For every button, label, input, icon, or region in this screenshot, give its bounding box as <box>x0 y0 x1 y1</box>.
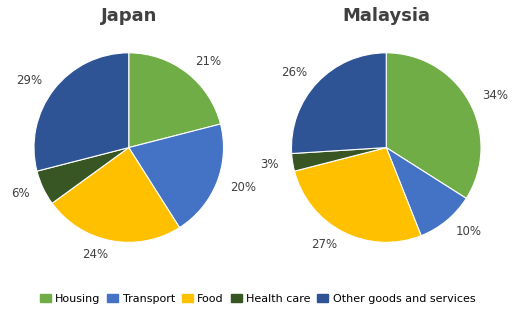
Wedge shape <box>386 148 466 236</box>
Title: Malaysia: Malaysia <box>342 7 430 25</box>
Text: 26%: 26% <box>281 67 307 79</box>
Text: 21%: 21% <box>196 55 221 68</box>
Text: 34%: 34% <box>482 89 508 102</box>
Wedge shape <box>34 53 129 171</box>
Wedge shape <box>291 148 386 171</box>
Wedge shape <box>295 148 421 242</box>
Legend: Housing, Transport, Food, Health care, Other goods and services: Housing, Transport, Food, Health care, O… <box>35 290 480 308</box>
Wedge shape <box>129 124 224 228</box>
Wedge shape <box>129 53 220 148</box>
Text: 20%: 20% <box>230 181 256 194</box>
Text: 24%: 24% <box>82 248 108 261</box>
Title: Japan: Japan <box>100 7 157 25</box>
Wedge shape <box>386 53 481 198</box>
Text: 10%: 10% <box>456 225 482 238</box>
Wedge shape <box>291 53 386 154</box>
Text: 29%: 29% <box>16 74 43 87</box>
Wedge shape <box>37 148 129 203</box>
Text: 6%: 6% <box>11 187 30 200</box>
Text: 3%: 3% <box>260 158 279 171</box>
Wedge shape <box>52 148 180 242</box>
Text: 27%: 27% <box>311 238 337 251</box>
